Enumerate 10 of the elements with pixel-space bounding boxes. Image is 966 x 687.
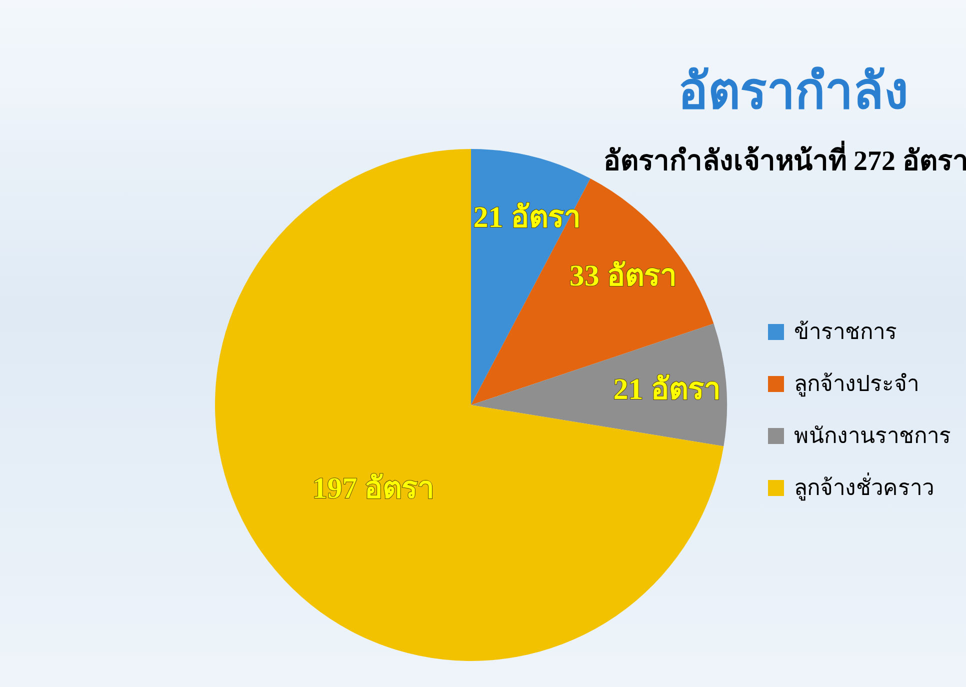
legend-label: ลูกจ้างประจำ bbox=[794, 371, 919, 397]
chart-subtitle: อัตรากำลังเจ้าหน้าที่ 272 อัตรา bbox=[604, 140, 966, 177]
legend-label: ลูกจ้างชั่วคราว bbox=[794, 472, 934, 501]
chart-title: อัตรากำลัง bbox=[678, 63, 908, 119]
legend-label: ข้าราชการ bbox=[794, 319, 897, 344]
pie-slice bbox=[471, 324, 727, 446]
data-label: 33 อัตรา bbox=[569, 260, 677, 293]
data-label: 197 อัตรา bbox=[312, 472, 435, 505]
legend-label: พนักงานราชการ bbox=[794, 423, 951, 448]
data-label: 21 อัตรา bbox=[613, 372, 721, 406]
